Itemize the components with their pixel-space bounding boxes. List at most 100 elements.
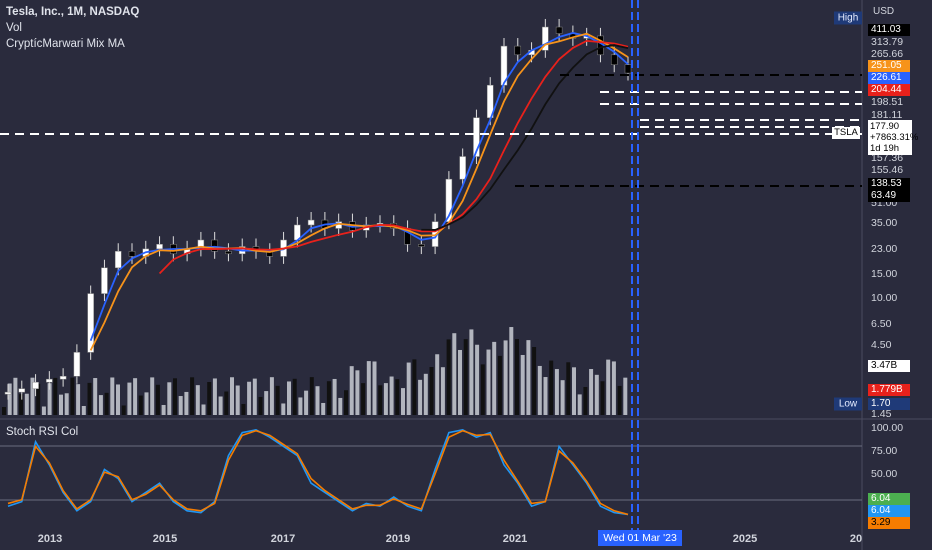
volume-bar xyxy=(520,354,525,415)
volume-bar xyxy=(190,377,195,415)
candle-body xyxy=(418,244,425,247)
volume-bar xyxy=(435,354,440,415)
price-tick-label: 6.50 xyxy=(871,318,892,330)
volume-bar xyxy=(338,397,343,415)
stoch-panel-title[interactable]: Stoch RSI Col xyxy=(6,426,79,438)
ma-black-line xyxy=(421,44,629,231)
volume-bar xyxy=(19,394,24,415)
stoch-tick-label: 100.00 xyxy=(871,422,904,434)
stoch-k-tag: 6.04 xyxy=(868,493,910,505)
candle-body xyxy=(307,219,315,226)
volume-bar xyxy=(594,374,599,415)
volume-bar xyxy=(264,391,269,415)
volume-bar xyxy=(287,381,291,415)
volume-bar xyxy=(161,404,166,415)
volume-bar xyxy=(383,383,388,415)
volume-bars xyxy=(2,327,628,415)
vol-legend[interactable]: Vol xyxy=(6,22,22,34)
volume-bar xyxy=(252,378,257,415)
volume-tag: 3.47B xyxy=(868,360,910,372)
volume-bar xyxy=(275,385,280,415)
candle-body xyxy=(114,251,122,269)
volume-bar xyxy=(572,367,576,415)
volume-bar xyxy=(480,364,485,415)
candle-body xyxy=(555,26,563,34)
price-tick-label: 1.45 xyxy=(871,408,892,420)
volume-bar xyxy=(469,329,474,415)
time-tick-label: 2019 xyxy=(385,533,411,545)
volume-bar xyxy=(47,383,52,415)
candle-body xyxy=(542,26,549,51)
volume-bar xyxy=(372,361,377,415)
symbol-title[interactable]: Tesla, Inc., 1M, NASDAQ xyxy=(6,6,140,18)
volume-bar xyxy=(121,405,126,415)
volume-bar xyxy=(13,377,18,415)
volume-bar xyxy=(173,378,177,415)
volume-bar xyxy=(361,383,366,415)
ma-orange-line xyxy=(89,32,629,351)
volume-bar xyxy=(36,383,41,415)
current-price-box: 177.90 +7863.31% 1d 19h xyxy=(868,120,919,155)
volume-bar xyxy=(127,382,132,415)
volume-bar xyxy=(207,382,212,415)
volume-bar xyxy=(41,406,46,415)
volume-bar xyxy=(589,369,594,415)
volume-bar xyxy=(178,396,183,415)
moving-averages xyxy=(89,32,629,351)
volume-bar xyxy=(150,377,155,415)
volume-bar xyxy=(326,381,331,415)
price-pane xyxy=(0,0,862,418)
red-ma-tag: 204.44 xyxy=(868,84,910,96)
candle-body xyxy=(128,251,136,257)
price-tick-label: 15.00 xyxy=(871,268,898,280)
volume-bar xyxy=(366,361,371,415)
volume-bar xyxy=(452,333,457,415)
volume-bar xyxy=(429,367,434,415)
candle-body xyxy=(624,64,632,74)
volume-bar xyxy=(492,341,497,415)
candle-body xyxy=(32,381,39,389)
volume-bar xyxy=(292,378,297,415)
candle-body xyxy=(18,388,26,393)
volume-ma-tag: 1.779B xyxy=(868,384,910,396)
volume-bar xyxy=(144,392,149,415)
time-tick-label: 2021 xyxy=(502,533,528,545)
blue-ma-tag: 226.61 xyxy=(868,72,910,84)
volume-bar xyxy=(355,370,360,415)
candle-body xyxy=(73,352,81,377)
currency-label: USD xyxy=(873,6,895,17)
volume-bar xyxy=(184,391,189,415)
volume-bar xyxy=(304,390,309,415)
volume-bar xyxy=(93,378,98,415)
ma-legend[interactable]: CryptícMarwari Mix MA xyxy=(6,38,125,50)
volume-bar xyxy=(446,339,451,415)
volume-bar xyxy=(503,340,508,415)
volume-bar xyxy=(155,384,160,415)
volume-bar xyxy=(201,404,206,415)
high-label: High xyxy=(834,11,862,25)
time-tick-label: 20 xyxy=(849,533,863,545)
stoch-k-line xyxy=(7,428,629,516)
volume-bar xyxy=(412,359,417,415)
volume-bar xyxy=(509,327,514,415)
low-value-tag: 1.70 xyxy=(868,398,910,410)
volume-bar xyxy=(167,382,172,415)
price-tick-label: 155.46 xyxy=(871,164,904,176)
price-change: +7863.31% xyxy=(870,132,919,143)
volume-bar xyxy=(81,405,86,415)
symbol-tag: TSLA xyxy=(832,127,860,139)
stoch-d-tag: 6.04 xyxy=(868,505,910,517)
price-tick-label: 157.36 xyxy=(871,152,904,164)
volume-bar xyxy=(133,378,138,415)
volume-bar xyxy=(195,385,200,415)
volume-bar xyxy=(2,407,6,415)
volume-bar xyxy=(138,395,143,415)
volume-bar xyxy=(532,347,537,415)
volume-bar xyxy=(30,377,35,415)
volume-bar xyxy=(406,362,411,415)
price-tick-label: 181.11 xyxy=(871,109,903,121)
volume-bar xyxy=(235,385,240,415)
price-tick-label: 35.00 xyxy=(871,217,898,229)
